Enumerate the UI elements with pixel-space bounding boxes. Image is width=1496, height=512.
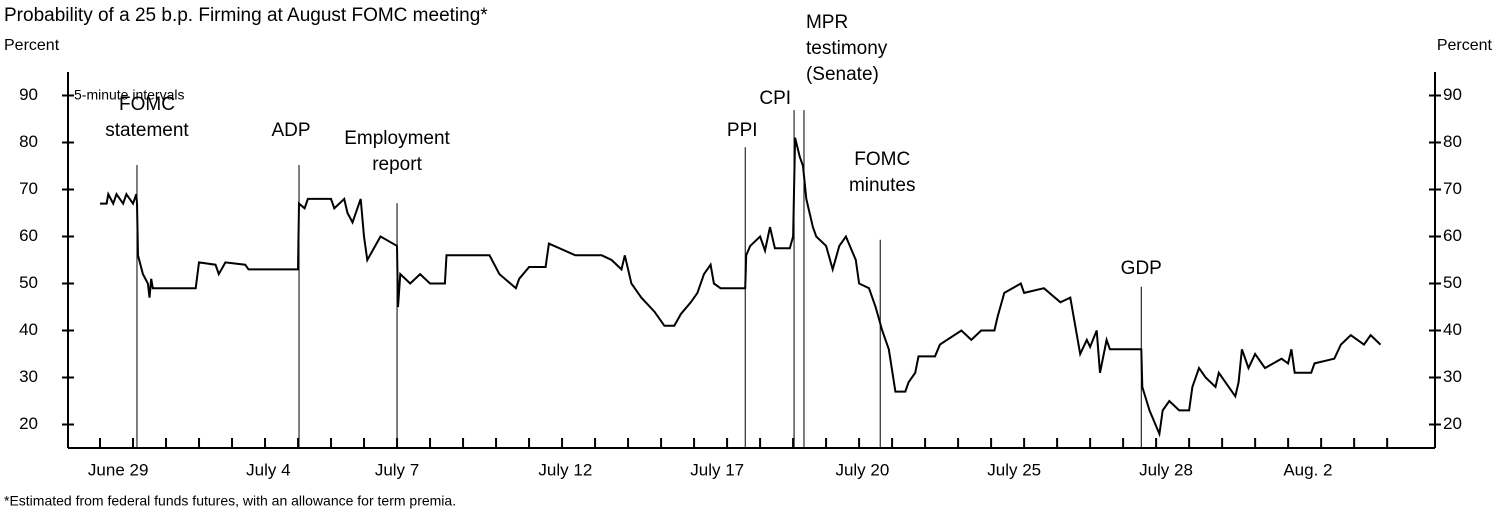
y2-tick-label: 90 xyxy=(1443,85,1462,104)
y2-tick-label: 60 xyxy=(1443,226,1462,245)
x-tick-label: Aug. 2 xyxy=(1283,460,1332,479)
y-tick-label: 20 xyxy=(19,414,38,433)
event-label: (Senate) xyxy=(806,64,879,85)
event-label: PPI xyxy=(727,120,758,141)
y2-axis-label: Percent xyxy=(1437,37,1493,54)
event-label: ADP xyxy=(271,120,310,141)
y-tick-label: 40 xyxy=(19,320,38,339)
footnote: *Estimated from federal funds futures, w… xyxy=(4,493,456,509)
x-tick-label: July 25 xyxy=(987,460,1041,479)
y2-tick-label: 40 xyxy=(1443,320,1462,339)
event-label: MPR xyxy=(806,12,848,33)
event-label: Employment xyxy=(344,128,450,149)
y2-tick-label: 80 xyxy=(1443,132,1462,151)
y-tick-label: 80 xyxy=(19,132,38,151)
x-tick-label: June 29 xyxy=(88,460,149,479)
chart-title: Probability of a 25 b.p. Firming at Augu… xyxy=(4,5,488,26)
x-tick-label: July 4 xyxy=(246,460,290,479)
event-label: statement xyxy=(105,120,189,141)
y-tick-label: 50 xyxy=(19,273,38,292)
x-tick-label: July 28 xyxy=(1139,460,1193,479)
x-tick-label: July 7 xyxy=(375,460,419,479)
x-tick-label: July 12 xyxy=(538,460,592,479)
y-tick-label: 30 xyxy=(19,367,38,386)
event-label: FOMC xyxy=(119,94,175,115)
y-tick-label: 60 xyxy=(19,226,38,245)
x-tick-label: July 17 xyxy=(690,460,744,479)
y2-tick-label: 30 xyxy=(1443,367,1462,386)
event-label: testimony xyxy=(806,38,888,59)
y-tick-label: 90 xyxy=(19,85,38,104)
event-label: FOMC xyxy=(854,149,910,170)
y-tick-label: 70 xyxy=(19,179,38,198)
note: 5-minute intervals xyxy=(74,87,185,103)
y2-tick-label: 20 xyxy=(1443,414,1462,433)
event-label: report xyxy=(372,154,422,175)
y2-tick-label: 50 xyxy=(1443,273,1462,292)
event-label: GDP xyxy=(1121,258,1162,279)
event-label: minutes xyxy=(849,175,916,196)
event-label: CPI xyxy=(759,88,791,109)
y2-tick-label: 70 xyxy=(1443,179,1462,198)
x-tick-label: July 20 xyxy=(835,460,889,479)
y-axis-label: Percent xyxy=(4,37,60,54)
series-line xyxy=(100,137,1382,438)
